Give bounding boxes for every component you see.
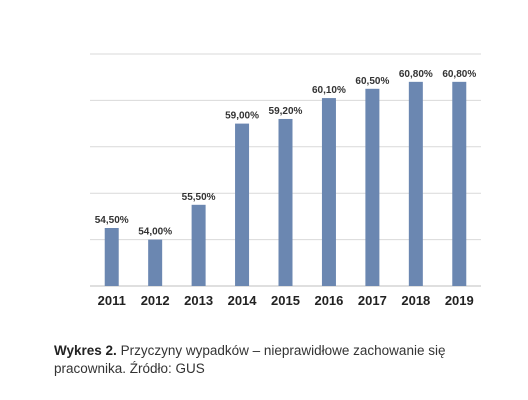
data-label-2016: 60,10% [312, 85, 346, 96]
data-label-2018: 60,80% [399, 69, 433, 80]
bar-2015 [278, 118, 293, 287]
bar-2013 [191, 204, 206, 286]
bars [104, 81, 467, 287]
data-label-2014: 59,00% [225, 111, 259, 122]
x-tick-2014: 2014 [228, 293, 258, 308]
data-label-2019: 60,80% [442, 69, 476, 80]
bar-2014 [235, 123, 250, 286]
bar-2016 [321, 98, 336, 286]
x-tick-2016: 2016 [314, 293, 343, 308]
bar-2018 [408, 81, 423, 286]
x-tick-2013: 2013 [184, 293, 213, 308]
bar-2019 [452, 81, 467, 286]
bar-2012 [148, 239, 163, 286]
x-tick-2015: 2015 [271, 293, 300, 308]
bar-2017 [365, 88, 380, 286]
x-tick-2019: 2019 [445, 293, 474, 308]
x-axis-ticks: 2011 2012 2013 2014 2015 2016 2017 2018 2019 [98, 293, 474, 308]
bar-2011 [104, 228, 119, 286]
x-tick-2012: 2012 [141, 293, 170, 308]
data-label-2015: 59,20% [269, 106, 303, 117]
bar-chart: 54,50% 54,00% 55,50% 59,00% 59,20% 60,10% 60,5… [90, 53, 481, 308]
data-label-2012: 54,00% [138, 227, 172, 238]
figure-caption: Wykres 2. Przyczyny wypadków – nieprawid… [54, 342, 484, 378]
data-label-2011: 54,50% [95, 215, 129, 226]
caption-label: Wykres 2. [54, 343, 117, 358]
x-tick-2018: 2018 [401, 293, 430, 308]
data-label-2017: 60,50% [355, 76, 389, 87]
x-tick-2017: 2017 [358, 293, 387, 308]
data-label-2013: 55,50% [182, 192, 216, 203]
data-labels: 54,50% 54,00% 55,50% 59,00% 59,20% 60,10% 60,5… [95, 69, 477, 238]
caption-text: Przyczyny wypadków – nieprawidłowe zacho… [54, 343, 446, 376]
x-tick-2011: 2011 [98, 293, 126, 308]
